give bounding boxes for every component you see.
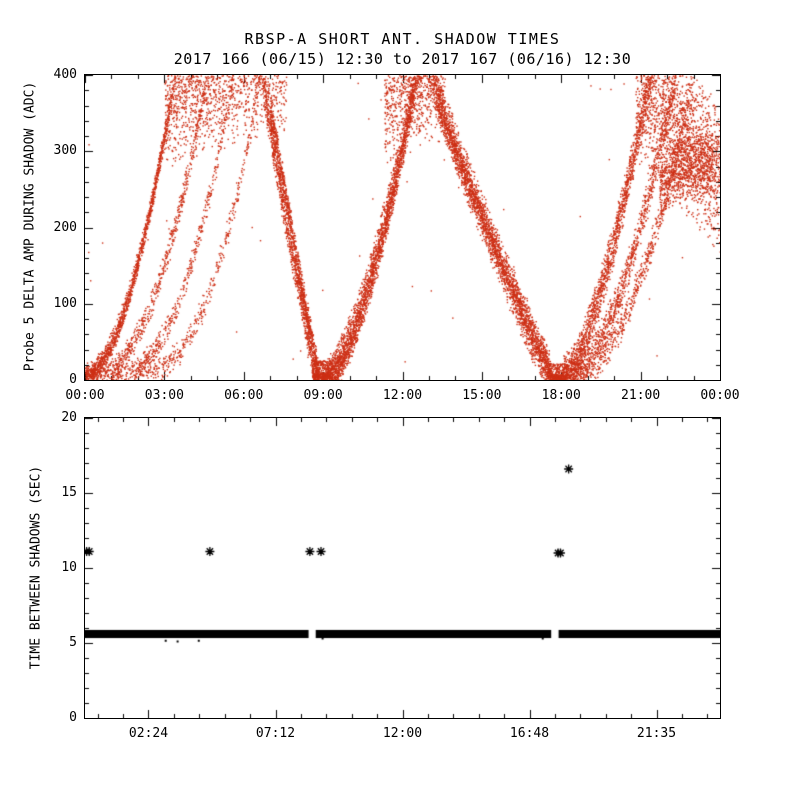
shadow-amp-plot-x-tick-label: 03:00 xyxy=(144,388,184,403)
shadow-interval-plot-x-tick-label: 16:48 xyxy=(509,726,550,741)
shadow-amp-plot-y-tick-label: 300 xyxy=(53,143,77,159)
chart-subtitle: 2017 166 (06/15) 12:30 to 2017 167 (06/1… xyxy=(173,50,632,68)
shadow-amp-plot-x-tick-label: 15:00 xyxy=(462,388,502,403)
shadow-amp-plot xyxy=(84,74,721,381)
shadow-interval-plot-x-tick-label: 07:12 xyxy=(255,726,296,741)
shadow-amp-plot-y-tick-label: 100 xyxy=(53,295,77,311)
shadow-amp-plot-x-tick-label: 21:00 xyxy=(621,388,661,403)
shadow-interval-plot-x-tick-label: 02:24 xyxy=(128,726,169,741)
shadow-amp-plot-y-tick-label: 400 xyxy=(53,67,77,82)
shadow-interval-plot-x-tick-label: 12:00 xyxy=(382,726,423,741)
shadow-interval-plot-y-tick-label: 15 xyxy=(61,485,77,500)
shadow-interval-plot-y-tick-label: 10 xyxy=(61,560,77,575)
shadow-interval-plot xyxy=(84,417,721,719)
shadow-amp-plot-x-tick-label: 00:00 xyxy=(700,388,740,403)
chart-title: RBSP-A SHORT ANT. SHADOW TIMES xyxy=(244,30,561,48)
shadow-amp-plot-y-tick-label: 200 xyxy=(53,219,77,235)
shadow-amp-plot-y-tick-label: 0 xyxy=(69,372,77,387)
shadow-amp-plot-x-tick-label: 06:00 xyxy=(224,388,264,403)
shadow-interval-plot-canvas xyxy=(85,418,720,718)
shadow-amp-plot-x-tick-label: 18:00 xyxy=(541,388,581,403)
shadow-amp-plot-x-tick-label: 09:00 xyxy=(303,388,343,403)
shadow-amp-plot-x-tick-label: 00:00 xyxy=(65,388,105,403)
shadow-interval-plot-y-tick-label: 5 xyxy=(69,635,77,650)
shadow-interval-plot-y-tick-label: 0 xyxy=(69,710,77,725)
shadow-amp-plot-x-tick-label: 12:00 xyxy=(382,388,423,403)
shadow-interval-plot-x-tick-label: 21:35 xyxy=(636,726,677,741)
shadow-interval-plot-y-tick-label: 20 xyxy=(61,410,77,425)
shadow-amp-plot-canvas xyxy=(85,75,720,380)
